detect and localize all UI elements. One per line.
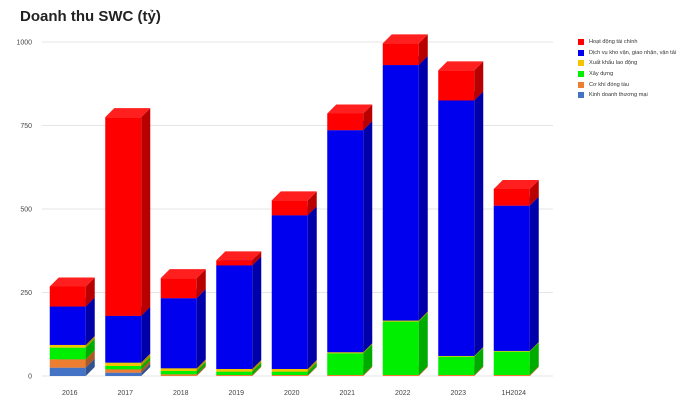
legend-label: Hoạt động tài chính bbox=[589, 39, 638, 46]
legend-swatch bbox=[578, 92, 584, 99]
bar-segment bbox=[382, 56, 428, 321]
y-tick-label: 500 bbox=[20, 207, 32, 214]
legend-item: Xây dựng bbox=[578, 69, 676, 80]
bar-segment bbox=[493, 179, 539, 206]
legend-item: Dịch vụ kho vận, giao nhận, vận tải bbox=[578, 48, 676, 59]
legend: Hoạt động tài chính Dịch vụ kho vận, giao… bbox=[578, 37, 676, 101]
y-tick-label: 250 bbox=[20, 290, 32, 297]
bar-segment bbox=[382, 34, 428, 66]
y-tick-label: 1000 bbox=[16, 40, 32, 47]
legend-swatch bbox=[578, 81, 584, 88]
bar-segment bbox=[105, 108, 151, 316]
legend-swatch bbox=[578, 71, 584, 78]
x-tick-label: 2023 bbox=[450, 390, 466, 397]
bar-segment bbox=[271, 206, 317, 369]
x-tick-label: 2021 bbox=[339, 390, 355, 397]
bar-segment bbox=[271, 191, 317, 216]
legend-label: Kinh doanh thương mại bbox=[589, 92, 648, 99]
legend-item: Cơ khí đóng tàu bbox=[578, 79, 676, 90]
bar-segment bbox=[160, 269, 206, 299]
x-tick-label: 2019 bbox=[228, 390, 244, 397]
legend-swatch bbox=[578, 60, 584, 67]
bar-segment bbox=[216, 256, 262, 369]
legend-label: Cơ khí đóng tàu bbox=[589, 81, 630, 88]
legend-item: Kinh doanh thương mại bbox=[578, 90, 676, 101]
chart-title: Doanh thu SWC (tỷ) bbox=[20, 8, 161, 25]
x-tick-label: 2022 bbox=[395, 390, 411, 397]
x-tick-label: 2017 bbox=[117, 390, 133, 397]
x-tick-label: 1H2024 bbox=[501, 390, 526, 397]
y-tick-label: 750 bbox=[20, 123, 32, 130]
legend-label: Xuất khẩu lao động bbox=[589, 60, 638, 67]
x-tick-label: 2016 bbox=[62, 390, 78, 397]
legend-label: Dịch vụ kho vận, giao nhận, vận tải bbox=[589, 49, 677, 56]
bar-segment bbox=[438, 61, 484, 101]
legend-item: Hoạt động tài chính bbox=[578, 37, 676, 48]
bar-segment bbox=[327, 121, 373, 353]
bar-segment bbox=[216, 251, 262, 266]
bar-segment bbox=[49, 277, 95, 307]
legend-swatch bbox=[578, 49, 584, 56]
bar-segment bbox=[160, 289, 206, 369]
bar-segment bbox=[327, 104, 373, 131]
legend-label: Xây dựng bbox=[589, 71, 614, 78]
bar-segment bbox=[382, 312, 428, 375]
tick-labels: 0 250 500 750 1000 2016 2017 2018 2019 2020 2021 20… bbox=[16, 40, 526, 398]
bar-segment bbox=[493, 196, 539, 351]
y-tick-label: 0 bbox=[28, 374, 32, 381]
legend-swatch bbox=[578, 39, 584, 46]
legend-item: Xuất khẩu lao động bbox=[578, 58, 676, 69]
x-tick-label: 2018 bbox=[173, 390, 189, 397]
bar-segment bbox=[438, 91, 484, 356]
bars bbox=[49, 34, 539, 376]
x-tick-label: 2020 bbox=[284, 390, 300, 397]
